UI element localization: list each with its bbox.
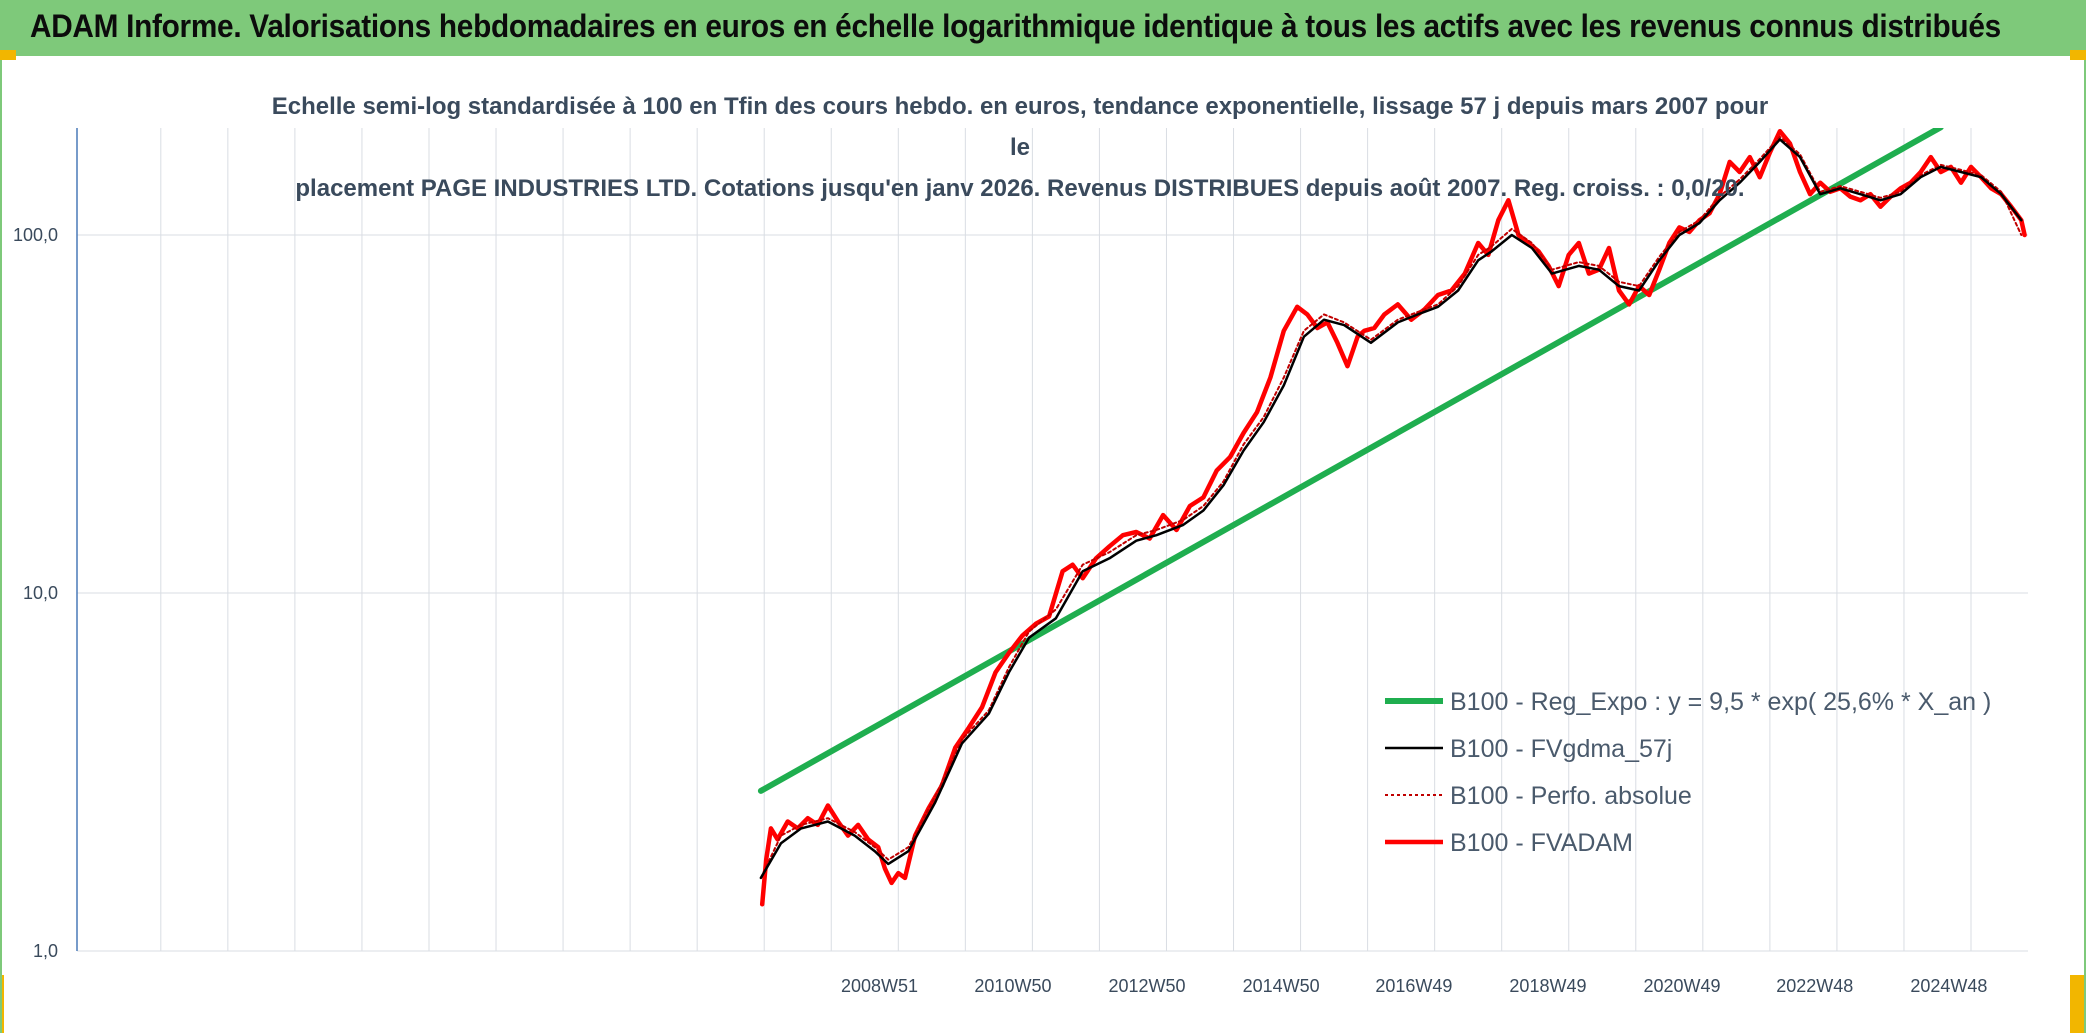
x-tick-label: 2018W49 (1509, 976, 1586, 996)
corner-accent-top-right (2070, 50, 2086, 60)
x-tick-label: 2010W50 (974, 976, 1051, 996)
y-tick-label: 1,0 (33, 941, 58, 961)
legend-label-fvadam: B100 - FVADAM (1450, 829, 1633, 857)
chart-subtitle-line-2: placement PAGE INDUSTRIES LTD. Cotations… (295, 175, 1745, 202)
legend-label-reg_expo: B100 - Reg_Expo : y = 9,5 * exp( 25,6% *… (1450, 688, 1991, 716)
x-tick-label: 2016W49 (1375, 976, 1452, 996)
x-tick-label: 2014W50 (1243, 976, 1320, 996)
x-tick-label: 2020W49 (1644, 976, 1721, 996)
series-line-fvgdma (759, 138, 2023, 880)
series-layer (757, 128, 2027, 907)
series-line-fvadam (759, 128, 2027, 907)
x-tick-label: 2022W48 (1776, 976, 1853, 996)
x-tick-label: 2024W48 (1910, 976, 1987, 996)
y-tick-label: 100,0 (13, 225, 58, 245)
series-line-reg_expo (757, 128, 1944, 794)
corner-accent-bottom-right (2070, 975, 2086, 1033)
legend: B100 - Reg_Expo : y = 9,5 * exp( 25,6% *… (1385, 688, 1991, 857)
chart-frame (0, 60, 2086, 1033)
series-line-perfo (759, 135, 2023, 879)
legend-label-perfo: B100 - Perfo. absolue (1450, 782, 1692, 810)
corner-accent-top-left (0, 50, 16, 60)
x-tick-label: 2008W51 (841, 976, 918, 996)
chart-subtitle-line-1: Echelle semi-log standardisée à 100 en T… (271, 93, 1769, 161)
corner-accent-bottom-left (0, 975, 4, 1033)
grid (77, 128, 2028, 952)
x-tick-label: 2012W50 (1109, 976, 1186, 996)
y-tick-label: 10,0 (23, 583, 58, 603)
header-bar: ADAM Informe. Valorisations hebdomadaire… (0, 0, 2086, 60)
chart-subtitle: Echelle semi-log standardisée à 100 en T… (260, 86, 1780, 209)
page-title: ADAM Informe. Valorisations hebdomadaire… (30, 8, 2001, 44)
legend-label-fvgdma: B100 - FVgdma_57j (1450, 735, 1672, 763)
axes: 1,0 10,0 100,0 2008W51 2010W50 2012W50 2014W50… (13, 128, 1987, 996)
